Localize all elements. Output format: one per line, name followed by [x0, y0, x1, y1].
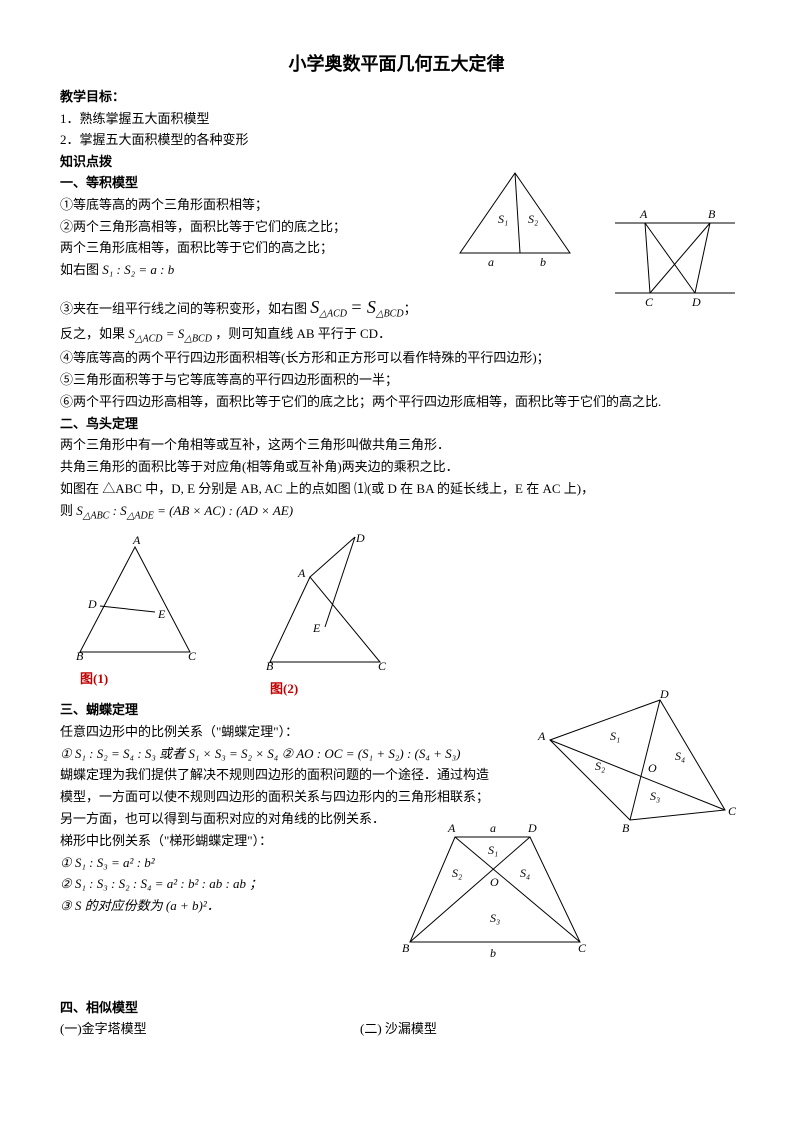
- fig-parallel-lines: A B C D: [610, 203, 740, 313]
- svg-text:B: B: [708, 207, 716, 221]
- svg-text:S₃: S₃: [490, 911, 500, 925]
- svg-text:A: A: [132, 533, 141, 547]
- s2-figures: A B C D E 图(1) A B C D E: [60, 532, 733, 700]
- goals-head: 教学目标：: [60, 87, 733, 108]
- text: ③夹在一组平行线之间的等积变形，如右图: [60, 301, 310, 316]
- math: S₁ : S₂ = a : b: [102, 262, 174, 277]
- fig-bird-head-1: A B C D E 图(1): [60, 532, 210, 700]
- text: ，则可知直线 AB 平行于 CD．: [215, 326, 391, 341]
- svg-text:A: A: [447, 821, 456, 835]
- math: S: [310, 297, 319, 317]
- svg-text:C: C: [188, 649, 197, 662]
- sub: △ACD: [135, 333, 163, 344]
- svg-text:E: E: [312, 621, 321, 635]
- svg-text:S₂: S₂: [528, 212, 538, 226]
- svg-text:A: A: [537, 729, 546, 743]
- text: 如右图: [60, 262, 102, 277]
- svg-text:O: O: [648, 761, 657, 775]
- text: 反之，如果: [60, 326, 128, 341]
- svg-text:S₁: S₁: [488, 843, 498, 857]
- section-1: 一、等积模型 ①等底等高的两个三角形面积相等； ②两个三角形高相等，面积比等于它…: [60, 173, 733, 413]
- svg-text:S₄: S₄: [520, 866, 530, 880]
- svg-text:a: a: [490, 821, 496, 835]
- sub: △ACD: [319, 309, 347, 320]
- math: = S: [166, 326, 185, 341]
- svg-text:D: D: [355, 532, 365, 545]
- sub: △ADE: [127, 510, 154, 521]
- s1-line: ⑤三角形面积等于与它等底等高的平行四边形面积的一半；: [60, 370, 733, 391]
- svg-text:B: B: [622, 821, 630, 835]
- fig-butterfly-trapezoid: A D B C a b O S₁ S₂ S₃ S₄: [390, 812, 600, 962]
- svg-text:C: C: [645, 295, 654, 309]
- s1-line: ⑥两个平行四边形高相等，面积比等于它们的底之比；两个平行四边形底相等，面积比等于…: [60, 392, 733, 413]
- svg-text:A: A: [639, 207, 648, 221]
- svg-text:A: A: [297, 566, 306, 580]
- math: = S: [350, 297, 376, 317]
- svg-text:B: B: [76, 649, 84, 662]
- s4-head: 四、相似模型: [60, 998, 733, 1019]
- s2-line: 如图在 △ABC 中，D, E 分别是 AB, AC 上的点如图 ⑴(或 D 在…: [60, 479, 733, 500]
- math: = (AB × AC) : (AD × AE): [157, 503, 293, 518]
- s1-line: ④等底等高的两个平行四边形面积相等(长方形和正方形可以看作特殊的平行四边形)；: [60, 348, 733, 369]
- s4-item: (一)金字塔模型: [60, 1019, 360, 1040]
- svg-text:S₁: S₁: [610, 729, 620, 743]
- section-3: 三、蝴蝶定理 任意四边形中的比例关系（"蝴蝶定理"）： ① S₁ : S₂ = …: [60, 700, 733, 917]
- svg-text:S₂: S₂: [595, 759, 605, 773]
- svg-text:S₄: S₄: [675, 749, 685, 763]
- s1-head: 一、等积模型: [60, 173, 733, 194]
- svg-text:S₁: S₁: [498, 212, 508, 226]
- fig-caption: 图(2): [270, 679, 400, 700]
- svg-text:b: b: [540, 255, 546, 269]
- section-4: 四、相似模型 (一)金字塔模型 (二) 沙漏模型: [60, 998, 733, 1040]
- s2-line: 共角三角形的面积比等于对应角(相等角或互补角)两夹边的乘积之比．: [60, 457, 733, 478]
- math: : S: [113, 503, 127, 518]
- svg-text:S₃: S₃: [650, 789, 660, 803]
- sub: △BCD: [376, 309, 404, 320]
- svg-text:D: D: [527, 821, 537, 835]
- s4-item: (二) 沙漏模型: [360, 1019, 437, 1040]
- svg-text:D: D: [87, 597, 97, 611]
- svg-text:C: C: [728, 804, 737, 818]
- svg-text:E: E: [157, 607, 166, 621]
- svg-text:B: B: [266, 659, 274, 672]
- s2-line: 则 S△ABC : S△ADE = (AB × AC) : (AD × AE): [60, 501, 733, 525]
- fig-bird-head-2: A B C D E 图(2): [250, 532, 400, 700]
- page-title: 小学奥数平面几何五大定律: [60, 50, 733, 79]
- sub: △BCD: [184, 333, 212, 344]
- svg-text:a: a: [488, 255, 494, 269]
- section-2: 二、鸟头定理 两个三角形中有一个角相等或互补，这两个三角形叫做共角三角形． 共角…: [60, 414, 733, 700]
- fig-caption: 图(1): [80, 669, 210, 690]
- goal-item: 2．掌握五大面积模型的各种变形: [60, 130, 733, 151]
- s2-line: 两个三角形中有一个角相等或互补，这两个三角形叫做共角三角形．: [60, 435, 733, 456]
- tips-head: 知识点拨: [60, 152, 733, 173]
- svg-text:D: D: [659, 690, 669, 701]
- svg-text:C: C: [578, 941, 587, 955]
- s1-line: 反之，如果 S△ACD = S△BCD ，则可知直线 AB 平行于 CD．: [60, 324, 733, 348]
- svg-text:D: D: [691, 295, 701, 309]
- s2-head: 二、鸟头定理: [60, 414, 733, 435]
- svg-text:C: C: [378, 659, 387, 672]
- svg-text:O: O: [490, 875, 499, 889]
- svg-text:b: b: [490, 946, 496, 960]
- sub: △ABC: [83, 510, 110, 521]
- document-root: 小学奥数平面几何五大定律 教学目标： 1．熟练掌握五大面积模型 2．掌握五大面积…: [60, 50, 733, 1039]
- svg-text:B: B: [402, 941, 410, 955]
- svg-text:S₂: S₂: [452, 866, 462, 880]
- text: ；: [404, 301, 417, 316]
- goal-item: 1．熟练掌握五大面积模型: [60, 109, 733, 130]
- text: 则: [60, 503, 76, 518]
- fig-equal-area-triangle: S₁ S₂ a b: [440, 163, 590, 273]
